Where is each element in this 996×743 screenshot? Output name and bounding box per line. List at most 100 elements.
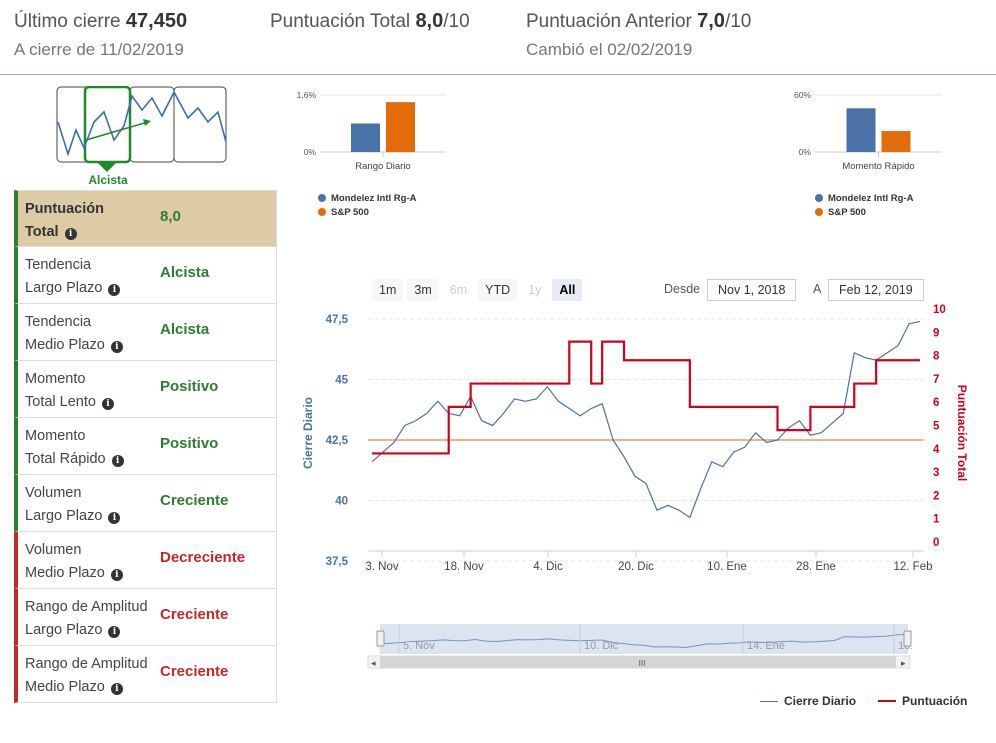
range-button[interactable]: All <box>552 279 583 301</box>
fast-momentum-legend: Mondelez Intl Rg-A S&P 500 <box>815 191 914 219</box>
y2-tick-label: 6 <box>933 397 939 409</box>
score-row-label-line2: Medio Plazo <box>25 337 105 353</box>
y2-tick-label: 8 <box>933 351 940 363</box>
score-row-label-line1: Volumen <box>25 542 82 558</box>
legend-label: Cierre Diario <box>784 694 857 708</box>
category-label: Rango Diario <box>355 161 410 172</box>
info-icon[interactable]: i <box>101 398 114 410</box>
daily-range-chart: 1,6% 0% Rango Diario <box>297 90 446 172</box>
score-row-label: Momento Total Lento i <box>25 368 114 414</box>
score-row: Volumen Largo Plazo i Creciente <box>14 475 277 532</box>
scroll-left-icon[interactable]: ◂ <box>371 658 376 668</box>
score-row-label-line2: Largo Plazo <box>25 622 103 638</box>
x-tick-label: 4. Dic <box>533 561 563 573</box>
score-row: Rango de Amplitud Medio Plazo i Creciente <box>14 646 277 703</box>
info-icon[interactable]: i <box>64 228 77 240</box>
info-icon[interactable]: i <box>110 683 123 695</box>
y-tick-label: 42,5 <box>326 435 349 447</box>
close-date: A cierre de 11/02/2019 <box>14 40 184 59</box>
range-button[interactable]: YTD <box>478 279 518 301</box>
score-row-label-line1: Tendencia <box>25 314 92 330</box>
from-date-input[interactable]: Nov 1, 2018 <box>707 279 797 301</box>
info-icon[interactable]: i <box>108 512 121 524</box>
range-button[interactable]: 3m <box>407 279 439 301</box>
trend-thumbnail: Alcista <box>56 86 227 187</box>
scroll-right-icon[interactable]: ▸ <box>901 658 906 668</box>
trend-panel-sideways <box>173 86 227 163</box>
total-score-value: 8,0 <box>415 10 444 32</box>
score-row: Rango de Amplitud Largo Plazo i Creciente <box>14 589 277 646</box>
score-row-value: Creciente <box>160 492 229 509</box>
bar[interactable] <box>846 108 876 152</box>
info-icon[interactable]: i <box>110 341 123 353</box>
navigator-tick-label: 10. Dic <box>584 640 619 652</box>
legend-line-icon <box>760 700 778 702</box>
trend-thumbnail-line <box>57 90 227 157</box>
total-score-block: Puntuación Total 8,0/10 <box>270 10 470 33</box>
y-axis-title: Cierre Diario <box>301 397 315 469</box>
total-score-label: Puntuación Total <box>270 11 411 32</box>
score-row: Tendencia Largo Plazo i Alcista <box>14 247 277 304</box>
score-row-label-line1: Rango de Amplitud <box>25 656 148 672</box>
score-row-value: 8,0 <box>160 208 181 225</box>
legend-label: Puntuación <box>902 694 968 708</box>
score-row-label: Tendencia Largo Plazo i <box>25 254 121 300</box>
bar[interactable] <box>351 123 380 153</box>
y-tick-label: 1,6% <box>297 90 317 100</box>
range-button: 1y <box>521 279 549 301</box>
scrollbar-grip-icon[interactable]: III <box>639 659 646 668</box>
legend-item-close[interactable]: Cierre Diario <box>760 694 856 708</box>
score-changed-date: Cambió el 02/02/2019 <box>526 40 693 59</box>
legend-label: Mondelez Intl Rg-A <box>828 192 914 204</box>
legend-item-sp500: S&P 500 <box>815 205 914 219</box>
info-icon[interactable]: i <box>108 626 121 638</box>
score-row-label: Puntuación Total i <box>25 198 104 244</box>
score-row-label-line1: Volumen <box>25 485 82 501</box>
y-tick-label: 0% <box>799 147 812 157</box>
score-row-label: Volumen Medio Plazo i <box>25 539 123 585</box>
y-tick-label: 37,5 <box>326 556 349 568</box>
navigator-left-handle[interactable] <box>376 630 385 647</box>
y-tick-label: 40 <box>335 496 348 508</box>
score-series-line[interactable] <box>372 340 920 455</box>
x-tick-label: 18. Nov <box>444 561 484 573</box>
trend-panel-up-selected <box>83 86 132 164</box>
x-tick-label: 28. Ene <box>796 561 836 573</box>
from-date-label: Desde <box>664 282 701 296</box>
range-button[interactable]: 1m <box>372 279 404 301</box>
bar[interactable] <box>386 102 415 152</box>
x-tick-label: 20. Dic <box>618 561 654 573</box>
to-date-input[interactable]: Feb 12, 2019 <box>828 279 924 301</box>
navigator-right-handle[interactable] <box>903 630 912 647</box>
x-tick-label: 3. Nov <box>365 561 398 573</box>
score-row-label: Rango de Amplitud Medio Plazo i <box>25 653 148 699</box>
info-icon[interactable]: i <box>108 284 121 296</box>
info-icon[interactable]: i <box>111 455 124 467</box>
navigator-tick-label: 14. Ene <box>747 640 785 652</box>
navigator-scrollbar-thumb[interactable] <box>380 656 896 668</box>
close-series-line[interactable] <box>371 320 921 519</box>
score-row-value: Creciente <box>160 663 229 680</box>
range-button: 6m <box>442 279 475 301</box>
score-row: Tendencia Medio Plazo i Alcista <box>14 304 277 361</box>
legend-item-score[interactable]: Puntuación <box>878 694 967 708</box>
x-tick-label: 10. Ene <box>707 561 747 573</box>
main-legend: Cierre Diario Puntuación <box>760 694 967 708</box>
score-row-value: Positivo <box>160 378 219 395</box>
bar[interactable] <box>881 131 911 152</box>
summary-header: Último cierre 47,450 A cierre de 11/02/2… <box>0 0 996 74</box>
score-row-label-line2: Total Rápido <box>25 451 106 467</box>
score-row-value: Alcista <box>160 264 210 281</box>
fast-momentum-chart: 60% 0% Momento Rápido <box>794 90 942 172</box>
y2-tick-label: 3 <box>933 467 939 479</box>
trend-arrow-line <box>85 121 149 141</box>
y2-tick-label: 1 <box>933 514 940 526</box>
legend-label: S&P 500 <box>331 206 369 218</box>
y2-tick-label: 4 <box>933 444 940 456</box>
score-row-label-line1: Puntuación <box>25 201 104 217</box>
navigator-mask <box>380 624 908 654</box>
info-icon[interactable]: i <box>110 569 123 581</box>
previous-score-block: Puntuación Anterior 7,0/10 Cambió el 02/… <box>526 10 751 60</box>
score-row-label: Tendencia Medio Plazo i <box>25 311 123 357</box>
